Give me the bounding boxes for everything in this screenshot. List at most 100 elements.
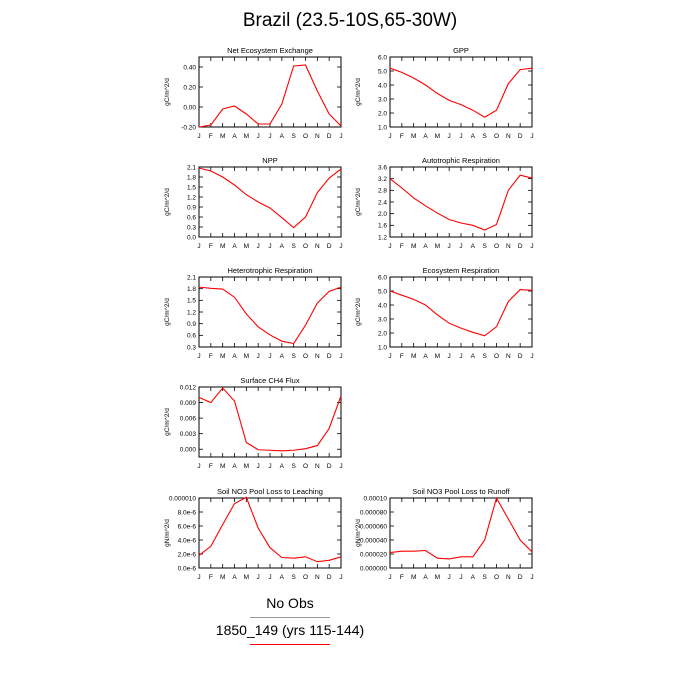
x-tick-label: O [303, 463, 308, 470]
y-tick-label: 0.6 [187, 214, 196, 221]
x-tick-label: D [327, 574, 332, 581]
x-tick-label: J [448, 133, 451, 140]
plot-frame [389, 497, 533, 569]
x-tick-label: D [327, 353, 332, 360]
series-line [389, 496, 533, 560]
x-tick-label: J [448, 243, 451, 250]
x-tick-label: J [268, 353, 271, 360]
y-tick-label: 0.00010 [364, 495, 388, 502]
x-tick-label: N [315, 133, 320, 140]
x-tick-label: J [257, 574, 260, 581]
x-tick-label: J [459, 574, 462, 581]
y-tick-label: 2.1 [187, 274, 196, 281]
x-tick-label: A [232, 574, 237, 581]
x-tick-label: A [232, 133, 237, 140]
x-tick-label: A [232, 353, 237, 360]
y-tick-label: 4.0 [378, 302, 387, 309]
y-tick-label: 1.0 [378, 344, 387, 351]
x-tick-label: J [197, 574, 200, 581]
y-axis-label: gN/m^2/d [355, 519, 362, 547]
x-tick-label: J [197, 463, 200, 470]
x-tick-label: M [411, 133, 416, 140]
x-tick-label: A [471, 243, 476, 250]
panel-title: GPP [453, 46, 469, 55]
x-tick-label: D [518, 243, 523, 250]
x-tick-label: M [244, 243, 249, 250]
plot-frame [389, 56, 533, 128]
x-tick-label: J [448, 574, 451, 581]
x-tick-label: N [506, 574, 511, 581]
legend-model-line [250, 644, 330, 645]
x-tick-label: M [220, 133, 225, 140]
x-tick-label: S [482, 574, 487, 581]
x-tick-label: O [494, 353, 499, 360]
x-tick-label: M [411, 353, 416, 360]
panel-title: Net Ecosystem Exchange [227, 46, 313, 55]
x-tick-label: M [435, 243, 440, 250]
x-tick-label: O [303, 353, 308, 360]
y-tick-label: 0.3 [187, 224, 196, 231]
y-tick-label: 0.000 [180, 447, 197, 454]
x-tick-label: N [506, 243, 511, 250]
x-tick-label: J [530, 353, 533, 360]
x-tick-label: A [423, 574, 428, 581]
x-tick-label: S [482, 243, 487, 250]
x-tick-label: A [471, 133, 476, 140]
x-tick-label: J [339, 353, 342, 360]
panel-title: NPP [262, 156, 277, 165]
series-line [198, 387, 342, 452]
y-tick-label: 5.0 [378, 288, 387, 295]
x-tick-label: J [268, 243, 271, 250]
y-tick-label: 6.0e-6 [178, 523, 197, 530]
x-tick-label: F [209, 463, 213, 470]
y-tick-label: -0.20 [181, 124, 196, 131]
x-tick-label: M [435, 353, 440, 360]
y-tick-label: 8.0e-6 [178, 509, 197, 516]
x-tick-label: J [388, 574, 391, 581]
x-tick-label: J [388, 243, 391, 250]
x-tick-label: F [400, 353, 404, 360]
y-tick-label: 3.0 [378, 316, 387, 323]
x-tick-label: J [459, 243, 462, 250]
y-tick-label: 2.0 [378, 330, 387, 337]
x-tick-label: J [339, 463, 342, 470]
x-tick-label: J [530, 243, 533, 250]
y-tick-label: 1.0 [378, 124, 387, 131]
x-tick-label: F [209, 133, 213, 140]
x-tick-label: S [291, 353, 296, 360]
y-axis-label: gC/m^2/d [355, 298, 362, 326]
x-tick-label: N [315, 463, 320, 470]
y-tick-label: 5.0 [378, 68, 387, 75]
y-tick-label: 0.3 [187, 344, 196, 351]
y-tick-label: 0.000010 [169, 495, 196, 502]
y-axis-label: gC/m^2/d [164, 188, 171, 216]
series-line [198, 167, 342, 229]
y-tick-label: 0.20 [183, 84, 196, 91]
panel-title: Ecosystem Respiration [423, 266, 500, 275]
x-tick-label: S [482, 353, 487, 360]
x-tick-label: A [471, 353, 476, 360]
x-tick-label: J [257, 133, 260, 140]
x-tick-label: N [315, 243, 320, 250]
x-tick-label: J [268, 463, 271, 470]
x-tick-label: J [388, 133, 391, 140]
y-axis-label: gC/m^2/d [164, 408, 171, 436]
x-tick-label: M [244, 133, 249, 140]
x-tick-label: J [268, 133, 271, 140]
y-tick-label: 1.8 [187, 286, 196, 293]
plot-frame [198, 386, 342, 458]
panel-7: Surface CH4 Flux gC/m^2/d 0.000 0.003 0.006 0… [164, 376, 343, 470]
y-tick-label: 1.5 [187, 298, 196, 305]
x-tick-label: J [459, 353, 462, 360]
x-tick-label: J [339, 574, 342, 581]
y-axis-label: gC/m^2/d [164, 78, 171, 106]
panel-title: Soil NO3 Pool Loss to Leaching [217, 487, 323, 496]
panel-title: Soil NO3 Pool Loss to Runoff [412, 487, 510, 496]
x-tick-label: O [303, 574, 308, 581]
y-axis-label: gN/m^2/d [164, 519, 171, 547]
panel-1: Net Ecosystem Exchange gC/m^2/d -0.20 0.00 0… [164, 46, 343, 140]
series-line [198, 286, 342, 345]
x-tick-label: J [530, 133, 533, 140]
